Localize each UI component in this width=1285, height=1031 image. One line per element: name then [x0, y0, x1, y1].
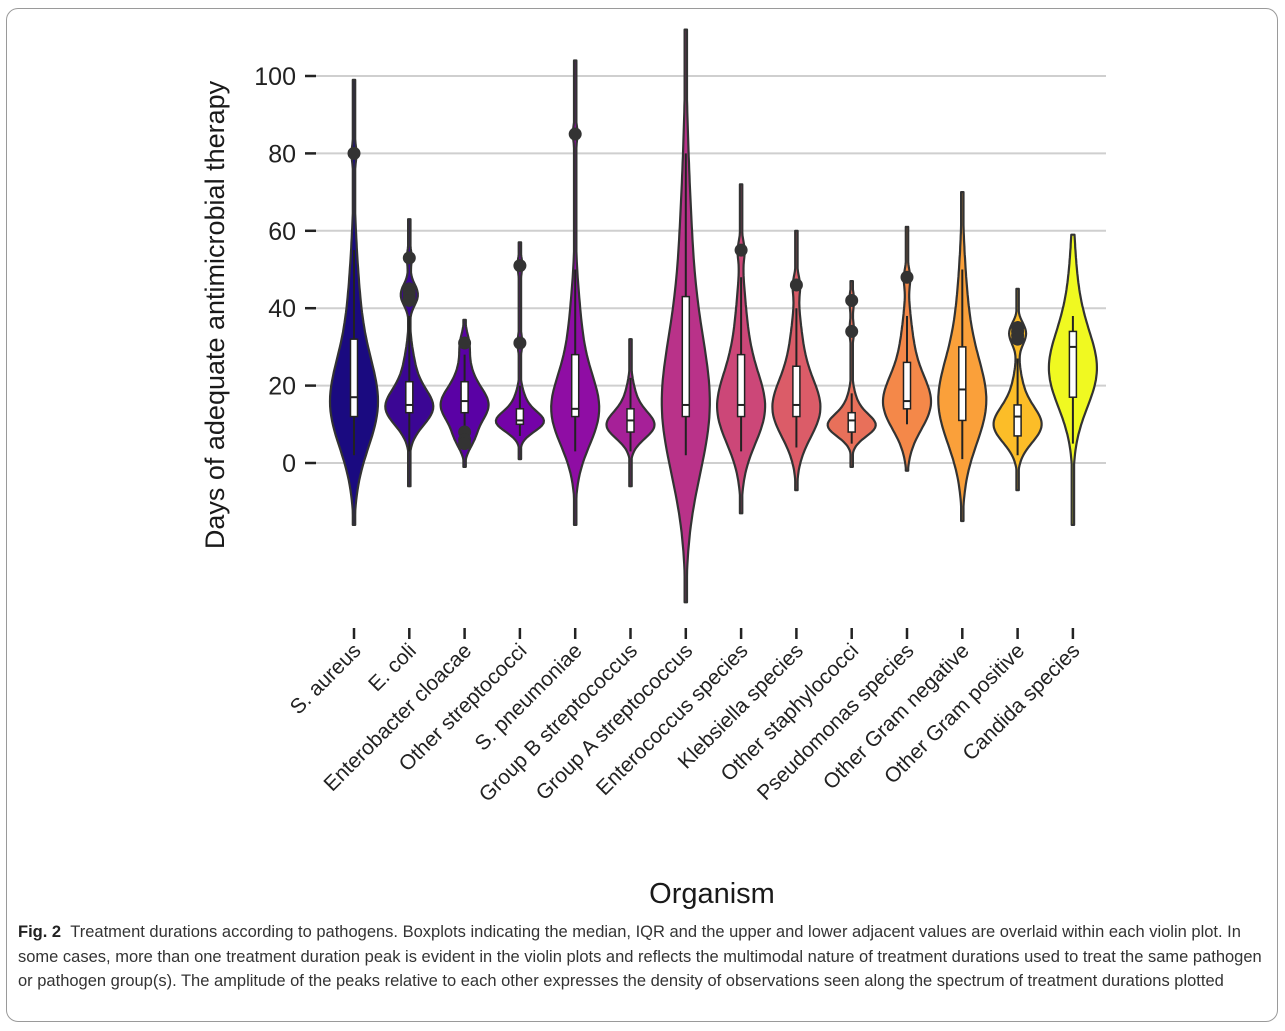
iqr-box [570, 353, 580, 418]
x-tick-label: S. aureus [286, 639, 366, 719]
outlier-point [845, 293, 859, 307]
outlier-point [513, 336, 527, 350]
iqr-box [460, 380, 469, 414]
outlier-point [1011, 332, 1025, 346]
iqr-box [902, 361, 912, 410]
x-axis-label: Organism [649, 878, 775, 910]
outlier-point [402, 293, 416, 307]
y-tick-label: 80 [268, 140, 296, 168]
violin [826, 280, 877, 468]
outlier-point [347, 146, 361, 160]
outlier-point [845, 324, 859, 338]
outlier-point [458, 437, 472, 451]
outlier-point [900, 270, 914, 284]
outlier-point [734, 243, 748, 257]
outlier-point [458, 336, 472, 350]
outlier-point [568, 127, 582, 141]
y-tick-label: 40 [268, 295, 296, 323]
violin [494, 241, 545, 461]
y-axis: 0 20 40 60 80 100 [254, 63, 316, 478]
iqr-box [1013, 404, 1022, 437]
y-axis-label: Days of adequate antimicrobial therapy [200, 80, 230, 549]
iqr-box [515, 408, 525, 426]
caption-label: Fig. 2 [18, 923, 62, 941]
outlier-point [789, 278, 803, 292]
iqr-box [681, 295, 691, 418]
figure-caption: Fig. 2 Treatment durations according to … [18, 920, 1268, 994]
outlier-point [402, 251, 416, 265]
y-tick-label: 60 [268, 218, 296, 246]
iqr-box [1068, 330, 1078, 398]
caption-text: Treatment durations according to pathoge… [18, 923, 1262, 990]
iqr-box [736, 353, 746, 418]
outlier-point [513, 259, 527, 273]
y-tick-label: 20 [268, 373, 296, 401]
y-tick-label: 100 [254, 63, 296, 91]
iqr-box [349, 338, 359, 418]
y-tick-label: 0 [282, 450, 296, 478]
iqr-box [405, 380, 414, 414]
iqr-box [958, 346, 967, 422]
figure-frame [6, 8, 1278, 1022]
iqr-box [792, 365, 801, 418]
violins [328, 28, 1098, 604]
iqr-box [847, 411, 856, 433]
